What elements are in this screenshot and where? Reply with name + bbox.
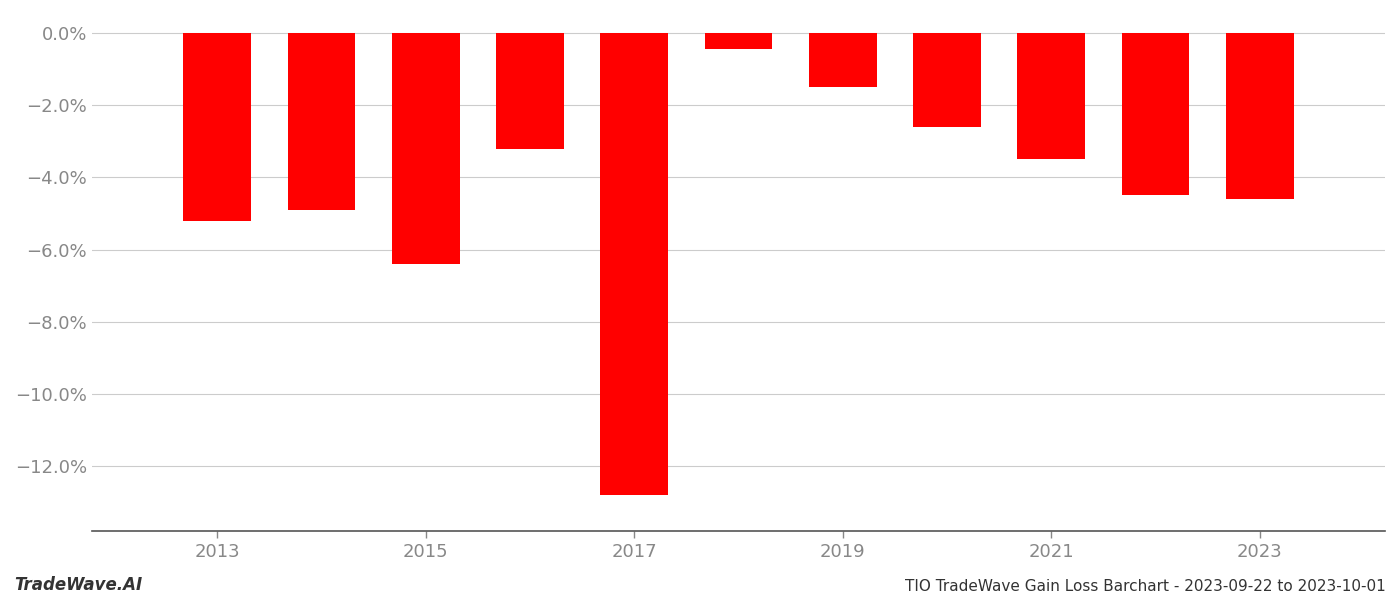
Text: TIO TradeWave Gain Loss Barchart - 2023-09-22 to 2023-10-01: TIO TradeWave Gain Loss Barchart - 2023-… <box>906 579 1386 594</box>
Bar <box>1121 33 1190 196</box>
Bar <box>183 33 251 221</box>
Bar <box>809 33 876 87</box>
Bar <box>287 33 356 210</box>
Bar <box>913 33 981 127</box>
Bar <box>601 33 668 495</box>
Bar <box>496 33 564 149</box>
Bar <box>704 33 773 49</box>
Bar <box>1226 33 1294 199</box>
Bar <box>1018 33 1085 160</box>
Bar <box>392 33 459 264</box>
Text: TradeWave.AI: TradeWave.AI <box>14 576 143 594</box>
